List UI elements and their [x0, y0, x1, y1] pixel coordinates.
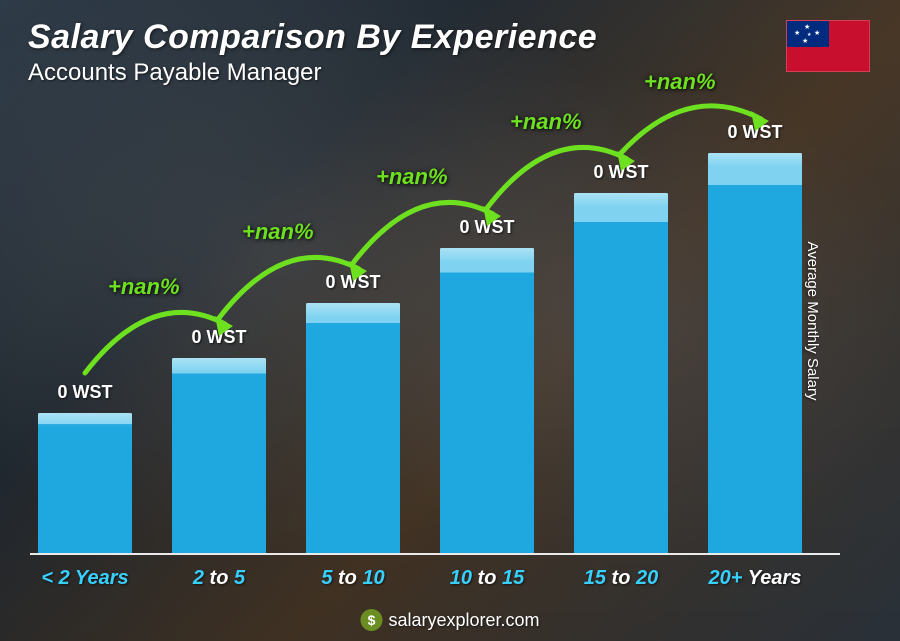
source-attribution: $ salaryexplorer.com: [360, 609, 539, 631]
y-axis-title: Average Monthly Salary: [804, 241, 821, 400]
flag-star-icon: ★: [802, 38, 808, 45]
increase-arrow-icon: [30, 110, 900, 553]
chart-subtitle: Accounts Payable Manager: [28, 59, 597, 87]
bar-category-label: < 2 Years: [41, 567, 128, 590]
title-block: Salary Comparison By Experience Accounts…: [28, 18, 597, 87]
bar-category-label: 15 to 20: [584, 567, 659, 590]
source-icon: $: [360, 609, 382, 631]
flag-star-icon: ★: [794, 30, 800, 37]
flag-samoa: ★ ★ ★ ★ ★: [786, 20, 870, 72]
chart-container: Salary Comparison By Experience Accounts…: [0, 0, 900, 641]
flag-star-icon: ★: [804, 24, 810, 31]
flag-star-icon: ★: [814, 30, 820, 37]
x-axis-line: [30, 553, 840, 555]
flag-canton: ★ ★ ★ ★ ★: [787, 21, 829, 47]
chart-title: Salary Comparison By Experience: [28, 18, 597, 57]
bar-category-label: 20+ Years: [709, 567, 802, 590]
bar-category-label: 5 to 10: [321, 567, 384, 590]
bars-area: 0 WST< 2 Years0 WST2 to 50 WST5 to 100 W…: [30, 110, 840, 553]
bar-category-label: 10 to 15: [450, 567, 525, 590]
increase-pct-label: +nan%: [644, 69, 716, 95]
bar-category-label: 2 to 5: [193, 567, 245, 590]
source-text: salaryexplorer.com: [388, 610, 539, 631]
